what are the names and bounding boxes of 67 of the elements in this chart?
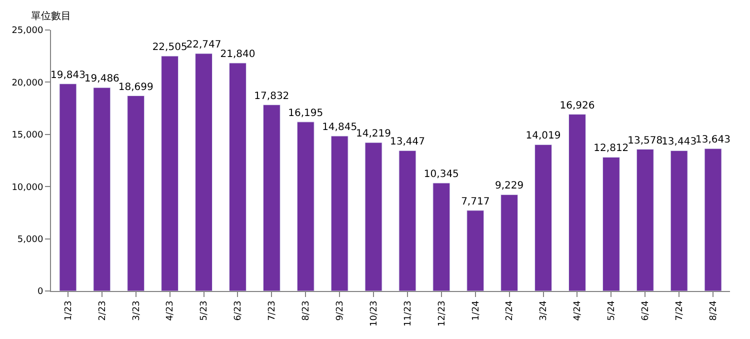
data-label: 14,845	[322, 122, 358, 134]
bar	[330, 136, 348, 291]
x-tick-label: 3/23	[132, 300, 142, 321]
bar	[127, 96, 145, 291]
y-tick-label: 10,000	[12, 182, 44, 193]
data-label: 13,447	[390, 136, 425, 148]
x-tick-label: 8/23	[302, 300, 312, 321]
data-label: 21,840	[220, 48, 256, 60]
x-tick-label: 10/23	[369, 300, 380, 327]
bar	[195, 53, 213, 291]
data-label: 13,578	[628, 135, 663, 146]
x-tick-label: 2/23	[98, 300, 108, 321]
bar	[262, 104, 280, 291]
data-label: 16,926	[560, 100, 595, 112]
data-label: 13,643	[696, 134, 731, 146]
bar	[364, 142, 382, 291]
bar	[432, 182, 450, 291]
x-tick-label: 8/24	[708, 300, 719, 321]
x-tick-label: 4/24	[573, 300, 584, 321]
x-tick-label: 5/23	[200, 300, 210, 321]
x-tick-label: 1/24	[471, 300, 482, 321]
x-tick-label: 7/23	[268, 300, 278, 321]
data-label: 22,505	[152, 42, 188, 54]
data-label: 18,699	[118, 82, 154, 93]
bar	[602, 156, 620, 291]
data-label: 14,219	[356, 128, 392, 140]
data-label: 17,832	[254, 90, 290, 102]
data-label: 22,747	[186, 40, 222, 51]
bar	[534, 144, 552, 291]
bar	[228, 62, 246, 291]
x-tick-label: 3/24	[539, 300, 550, 321]
bar	[670, 150, 688, 291]
y-tick-label: 25,000	[12, 26, 44, 36]
x-tick-label: 12/23	[437, 300, 448, 327]
data-label: 13,443	[662, 136, 697, 148]
y-tick-label: 0	[37, 287, 44, 298]
bar	[93, 87, 111, 291]
x-tick-label: 6/24	[641, 300, 652, 321]
y-axis-title: 單位數目	[31, 10, 71, 22]
bar	[398, 150, 416, 291]
bar	[704, 148, 722, 291]
data-label: 10,345	[424, 169, 459, 180]
x-tick-label: 11/23	[403, 300, 414, 327]
bar	[636, 149, 654, 291]
data-label: 12,812	[594, 143, 629, 154]
data-label: 7,717	[461, 196, 490, 208]
data-label: 19,486	[84, 74, 120, 85]
data-label: 14,019	[526, 130, 561, 142]
data-label: 19,843	[50, 70, 86, 81]
x-tick-label: 4/23	[166, 300, 176, 321]
data-label: 16,195	[288, 108, 324, 119]
x-tick-label: 9/23	[336, 300, 346, 321]
x-tick-label: 2/24	[505, 300, 516, 321]
bar	[296, 122, 314, 291]
x-tick-label: 6/23	[234, 300, 244, 321]
x-tick-label: 5/24	[607, 300, 618, 321]
bar	[568, 114, 586, 291]
bar	[161, 56, 179, 291]
y-tick-label: 15,000	[12, 130, 44, 141]
y-tick-label: 5,000	[17, 234, 44, 245]
y-tick-label: 20,000	[12, 78, 44, 88]
x-tick-label: 7/24	[675, 300, 686, 321]
bar	[59, 84, 77, 291]
data-label: 9,229	[495, 180, 524, 192]
x-tick-label: 1/23	[64, 300, 74, 321]
bar	[500, 194, 518, 291]
bar	[466, 210, 484, 291]
